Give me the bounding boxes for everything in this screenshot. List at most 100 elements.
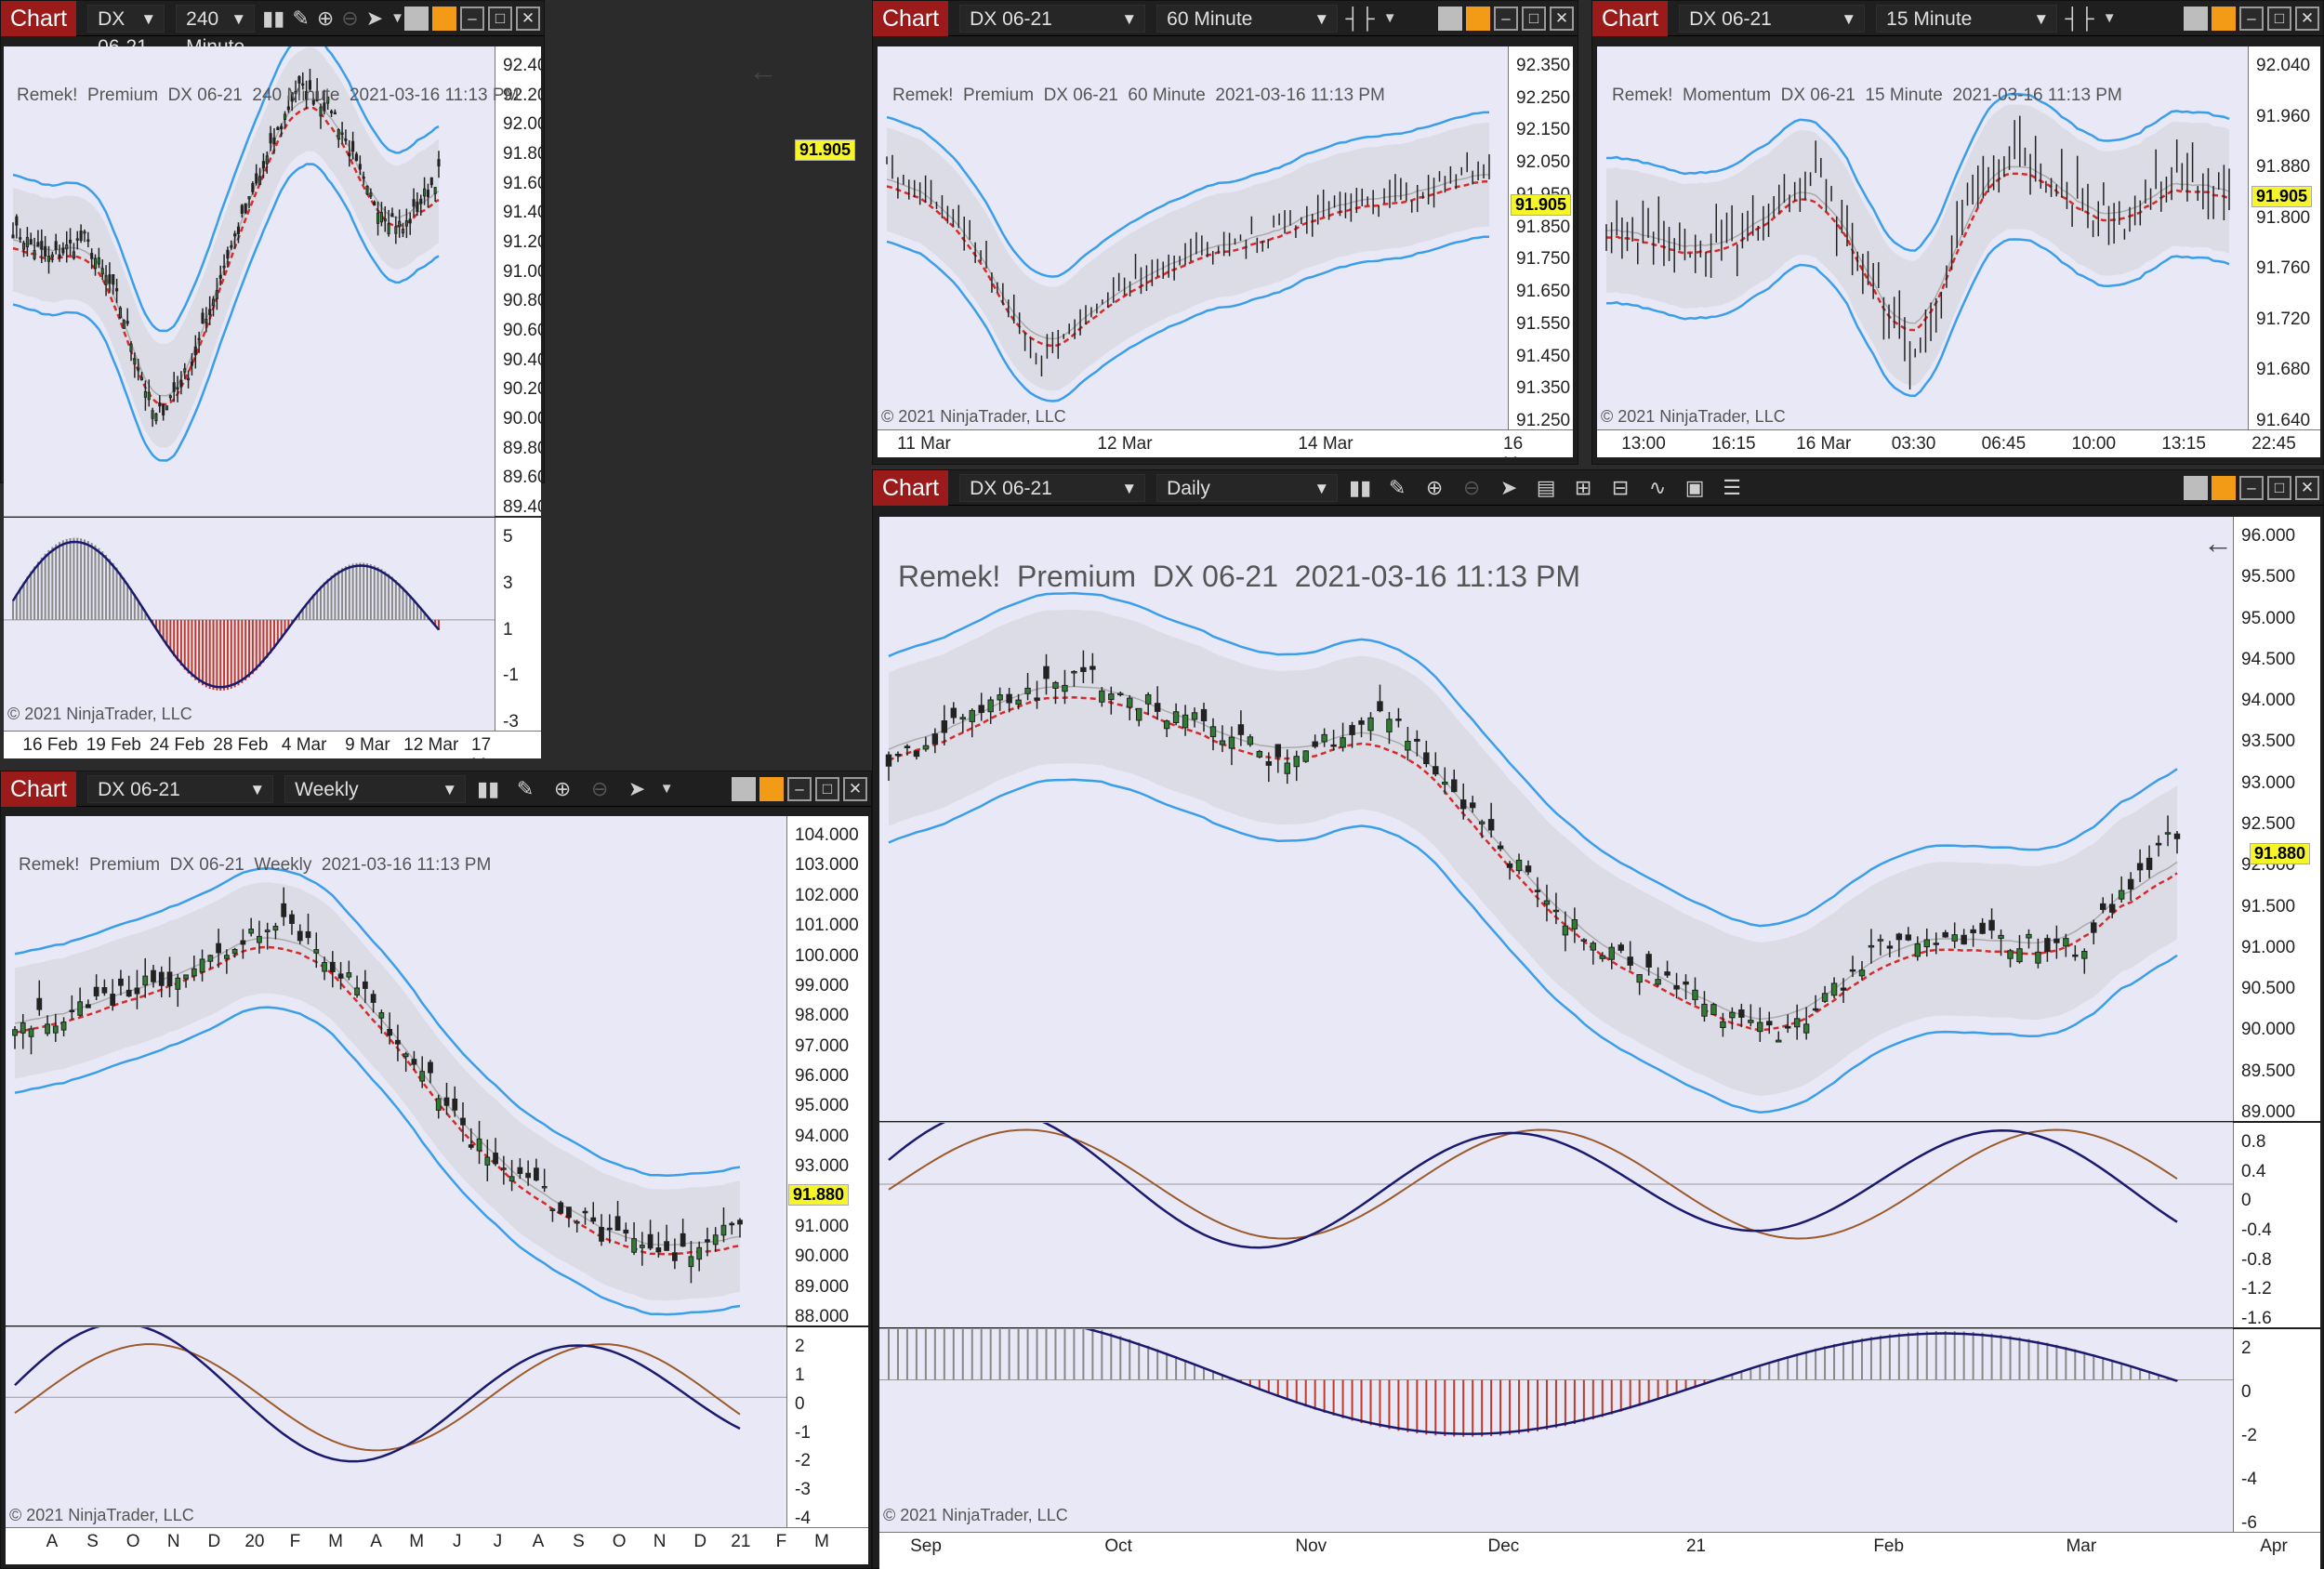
bar-style-icon[interactable]: ▮▮ <box>477 776 500 800</box>
axis-tick-label: 0.4 <box>2241 1161 2266 1181</box>
oscillator-panel[interactable] <box>6 1327 786 1527</box>
bar-style-icon[interactable]: ▮▮ <box>1349 475 1372 499</box>
interval-selector[interactable]: 15 Minute ▼ <box>1876 4 2058 33</box>
chart-menu-button[interactable]: Chart <box>873 0 949 36</box>
link-gray-button[interactable] <box>1438 6 1462 31</box>
oscillator-panel[interactable] <box>4 518 495 731</box>
instrument-selector[interactable]: DX 06-21▼ <box>959 473 1146 502</box>
minimize-button[interactable]: – <box>2239 6 2264 31</box>
link-orange-button[interactable] <box>759 776 784 801</box>
candle-body <box>1895 933 1903 941</box>
candle-body <box>86 239 90 243</box>
maximize-button[interactable]: □ <box>488 6 512 31</box>
oscillator-panel[interactable] <box>879 1329 2233 1532</box>
link-orange-button[interactable] <box>432 6 456 31</box>
maximize-button[interactable]: □ <box>2267 6 2291 31</box>
link-gray-button[interactable] <box>2184 6 2208 31</box>
data-box-icon[interactable]: ▤ <box>1536 475 1556 499</box>
last-price-tag: 91.880 <box>2250 843 2311 864</box>
instrument-selector[interactable]: DX 06-21▼ <box>1679 4 1866 33</box>
interval-selector[interactable]: 240 Minute▼ <box>176 4 256 58</box>
interval-selector[interactable]: Daily ▼ <box>1156 473 1339 502</box>
candle-body <box>2127 878 2134 890</box>
properties-icon[interactable]: ▣ <box>1684 475 1705 499</box>
price-panel[interactable] <box>878 46 1508 429</box>
price-panel[interactable] <box>1597 46 2248 429</box>
draw-pencil-icon[interactable]: ✎ <box>516 776 535 800</box>
axis-tick-label: S <box>573 1532 585 1551</box>
zoom-in-icon[interactable]: ⊕ <box>1425 475 1444 499</box>
instrument-selector[interactable]: DX 06-21▼ <box>87 4 165 58</box>
upper-band-line <box>12 46 440 333</box>
zoom-out-icon[interactable]: ⊖ <box>1462 475 1481 499</box>
link-gray-button[interactable] <box>2184 475 2208 500</box>
chart-menu-button[interactable]: Chart <box>1 0 77 36</box>
link-gray-button[interactable] <box>404 6 429 31</box>
candle-body <box>28 1028 34 1037</box>
list-icon[interactable]: ☰ <box>1723 475 1741 499</box>
pointer-icon[interactable]: ➤ <box>365 6 384 30</box>
zoom-in-icon[interactable]: ⊕ <box>553 776 572 800</box>
interval-selector[interactable]: 60 Minute ▼ <box>1156 4 1339 33</box>
chevron-down-icon[interactable]: ▼ <box>1382 9 1397 26</box>
instrument-selector[interactable]: DX 06-21▼ <box>959 4 1146 33</box>
pointer-icon[interactable]: ➤ <box>627 776 646 800</box>
candle-body <box>582 1210 588 1214</box>
close-button[interactable]: ✕ <box>1550 6 1574 31</box>
interval-selector[interactable]: Weekly ▼ <box>284 774 467 803</box>
candle-body <box>311 99 315 105</box>
oscillator-panel[interactable] <box>879 1123 2233 1327</box>
close-button[interactable]: ✕ <box>516 6 540 31</box>
candle-body <box>688 1256 694 1268</box>
chevron-down-icon[interactable]: ▼ <box>2102 9 2117 26</box>
link-gray-button[interactable] <box>732 776 756 801</box>
link-orange-button[interactable] <box>1466 6 1490 31</box>
bar-style-icon[interactable]: ┤├ <box>1345 6 1375 30</box>
back-arrow-icon[interactable]: ← <box>748 54 778 87</box>
draw-pencil-icon[interactable]: ✎ <box>292 6 310 30</box>
zoom-in-icon[interactable]: ⊕ <box>316 6 335 30</box>
axis-tick-label: N <box>166 1532 180 1551</box>
price-panel[interactable] <box>6 816 786 1325</box>
instrument-selector[interactable]: DX 06-21▼ <box>87 774 274 803</box>
back-arrow-icon[interactable]: ← <box>2203 526 2233 560</box>
candle-body <box>115 288 119 292</box>
minimize-button[interactable]: – <box>787 776 812 801</box>
bar-style-icon[interactable]: ▮▮ <box>262 6 285 30</box>
price-panel[interactable] <box>4 46 495 516</box>
minimize-button[interactable]: – <box>460 6 484 31</box>
chevron-down-icon[interactable]: ▼ <box>390 9 404 26</box>
axis-tick-label: 93.500 <box>2241 732 2296 752</box>
maximize-button[interactable]: □ <box>1522 6 1546 31</box>
chart-trader-icon[interactable]: ∿ <box>1648 475 1667 499</box>
candle-body <box>1608 946 1615 960</box>
pointer-icon[interactable]: ➤ <box>1499 475 1518 499</box>
axis-tick-label: 17 Mar <box>471 735 502 758</box>
zoom-out-icon[interactable]: ⊖ <box>590 776 609 800</box>
chart-menu-button[interactable]: Chart <box>873 469 949 506</box>
price-panel[interactable] <box>879 517 2233 1121</box>
indicators-icon[interactable]: ⊞ <box>1574 475 1592 499</box>
axis-tick-label: 94.000 <box>2241 691 2296 711</box>
link-orange-button[interactable] <box>2212 6 2236 31</box>
chart-menu-button[interactable]: Chart <box>1592 0 1669 36</box>
chart-menu-button[interactable]: Chart <box>1 771 77 807</box>
close-button[interactable]: ✕ <box>843 776 867 801</box>
minimize-button[interactable]: – <box>1494 6 1518 31</box>
link-orange-button[interactable] <box>2212 475 2236 500</box>
draw-pencil-icon[interactable]: ✎ <box>1388 475 1406 499</box>
close-button[interactable]: ✕ <box>2295 6 2319 31</box>
maximize-button[interactable]: □ <box>2267 475 2291 500</box>
axis-tick-label: 91.550 <box>1516 313 1571 334</box>
candle-body <box>1302 750 1309 762</box>
time-axis: 11 Mar 12 Mar 14 Mar 16 Mar <box>878 429 1573 457</box>
strategies-icon[interactable]: ⊟ <box>1611 475 1630 499</box>
zoom-out-icon[interactable]: ⊖ <box>341 6 359 30</box>
candle-body <box>534 1167 539 1181</box>
axis-tick-label: 95.000 <box>2241 608 2296 628</box>
minimize-button[interactable]: – <box>2239 475 2264 500</box>
chevron-down-icon[interactable]: ▼ <box>659 780 674 797</box>
maximize-button[interactable]: □ <box>815 776 839 801</box>
bar-style-icon[interactable]: ┤├ <box>2065 6 2094 30</box>
close-button[interactable]: ✕ <box>2295 475 2319 500</box>
